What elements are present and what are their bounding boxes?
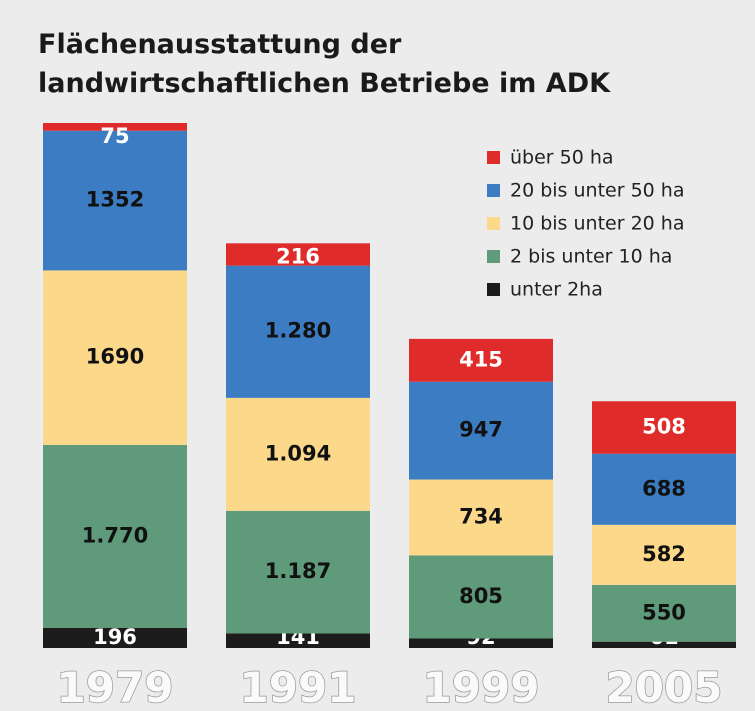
- bar-segment: [409, 638, 553, 648]
- x-tick-label: 1991: [240, 663, 357, 711]
- value-label: 582: [642, 542, 686, 566]
- legend-label: 10 bis unter 20 ha: [510, 213, 684, 235]
- value-label: 688: [642, 476, 686, 500]
- value-label: 415: [459, 347, 503, 371]
- value-label: 805: [459, 584, 503, 608]
- value-label: 550: [642, 600, 686, 624]
- value-label: 508: [642, 414, 686, 438]
- legend-label: 2 bis unter 10 ha: [510, 246, 672, 268]
- value-label: 1.187: [265, 559, 331, 583]
- bar-segment: [409, 479, 553, 556]
- chart-title: landwirtschaftlichen Betriebe im ADK: [38, 68, 611, 99]
- value-label: 216: [276, 244, 320, 268]
- value-label: 1.094: [265, 441, 331, 465]
- x-tick-label: 1999: [423, 663, 540, 711]
- bar-segment: [43, 270, 187, 445]
- bar-segment: [226, 397, 370, 511]
- legend-label: unter 2ha: [510, 279, 603, 301]
- bar-segment: [226, 265, 370, 398]
- bar-segment: [43, 123, 187, 131]
- legend-swatch: [487, 283, 500, 296]
- x-tick-label: 2005: [606, 663, 723, 711]
- legend-swatch: [487, 184, 500, 197]
- value-label: 1.770: [82, 523, 148, 547]
- bar-segment: [409, 381, 553, 480]
- bar-segment: [43, 627, 187, 648]
- value-label: 1690: [86, 345, 144, 369]
- bar-segment: [409, 338, 553, 382]
- bar-segment: [226, 243, 370, 266]
- bar-segment: [592, 584, 736, 642]
- bar-segment: [592, 453, 736, 525]
- legend-label: über 50 ha: [510, 147, 614, 169]
- bar-segment: [592, 641, 736, 648]
- value-label: 196: [93, 625, 137, 649]
- value-label: 1.280: [265, 319, 331, 343]
- bar-segment: [592, 401, 736, 454]
- bar-segment: [592, 524, 736, 585]
- legend-swatch: [487, 250, 500, 263]
- x-tick-label: 1979: [57, 663, 174, 711]
- value-label: 947: [459, 418, 503, 442]
- value-label: 734: [459, 504, 503, 528]
- bar-segment: [226, 510, 370, 634]
- bar-segment: [409, 555, 553, 639]
- value-label: 75: [100, 124, 129, 148]
- bar-segment: [43, 444, 187, 628]
- chart-title: Flächenausstattung der: [38, 29, 402, 60]
- value-label: 1352: [86, 188, 144, 212]
- bar-segment: [43, 130, 187, 271]
- legend-label: 20 bis unter 50 ha: [510, 180, 684, 202]
- bar-segment: [226, 633, 370, 648]
- legend-swatch: [487, 217, 500, 230]
- legend-swatch: [487, 151, 500, 164]
